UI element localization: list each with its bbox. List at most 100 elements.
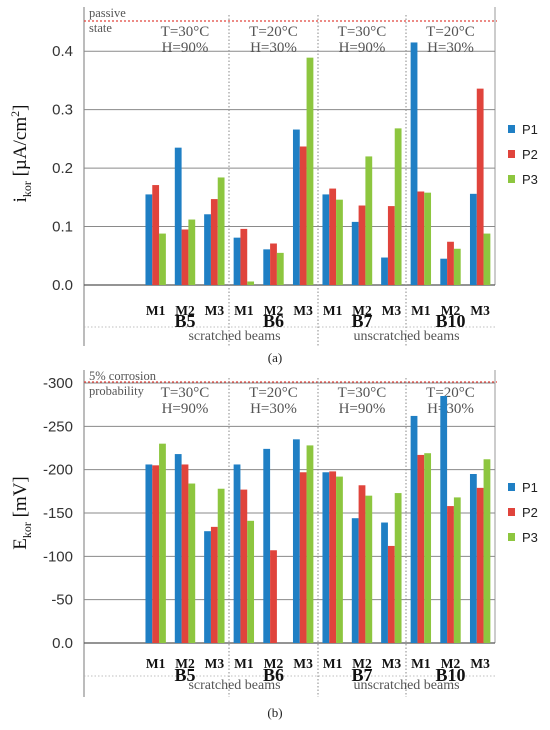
bar-B6-M3-P3 — [306, 57, 314, 286]
condition-label: T=30°C — [338, 385, 387, 401]
bar-B7-M3-P3 — [394, 128, 402, 285]
bar-B7-M2-P3 — [365, 495, 373, 643]
bar-B6-M2-P1 — [263, 448, 271, 643]
y-tick-label: -150 — [43, 505, 73, 522]
group-label: B10 — [435, 665, 465, 685]
x-tick-label: M1 — [323, 656, 343, 671]
condition-label: T=30°C — [161, 385, 210, 401]
legend-label-P1: P1 — [522, 122, 538, 137]
condition-label: T=20°C — [249, 385, 298, 401]
legend-swatch-P2 — [508, 150, 515, 158]
bar-B5-M1-P1 — [145, 464, 153, 643]
condition-label: H=30% — [427, 401, 474, 417]
x-tick-label: M3 — [470, 303, 490, 318]
x-tick-label: M2 — [441, 656, 461, 671]
group-label: B7 — [351, 311, 372, 331]
x-tick-label: M2 — [175, 656, 195, 671]
legend-swatch-P1 — [508, 125, 515, 133]
legend-label-P1: P1 — [522, 480, 538, 495]
legend-label-P3: P3 — [522, 172, 538, 187]
bar-B10-M3-P1 — [469, 193, 477, 285]
condition-label: H=90% — [162, 40, 209, 56]
x-tick-label: M1 — [411, 656, 431, 671]
bar-B10-M1-P2 — [417, 191, 425, 285]
group-label: B6 — [263, 311, 284, 331]
x-tick-label: M1 — [234, 303, 254, 318]
bar-B10-M1-P2 — [417, 454, 425, 643]
bar-B6-M1-P1 — [233, 237, 241, 285]
bar-B10-M3-P2 — [476, 487, 484, 643]
group-label: B6 — [263, 665, 284, 685]
condition-label: H=90% — [339, 40, 386, 56]
bar-B6-M3-P1 — [292, 129, 300, 285]
x-tick-label: M1 — [411, 303, 431, 318]
bar-B6-M1-P2 — [240, 228, 248, 285]
bar-B7-M2-P1 — [351, 518, 359, 643]
condition-label: H=30% — [250, 401, 297, 417]
y-tick-label: 0.4 — [52, 43, 73, 60]
class-label: unscratched beams — [353, 678, 459, 693]
bar-B7-M3-P1 — [381, 257, 388, 285]
class-label: scratched beams — [188, 329, 280, 344]
bar-B6-M1-P1 — [233, 464, 241, 643]
bar-B5-M3-P3 — [217, 177, 225, 285]
bar-B5-M3-P2 — [210, 526, 218, 643]
x-tick-label: M3 — [382, 303, 402, 318]
bar-B6-M2-P1 — [263, 249, 271, 285]
bar-B5-M1-P3 — [159, 443, 166, 643]
x-tick-label: M2 — [264, 303, 284, 318]
bar-B5-M2-P2 — [181, 229, 189, 285]
bar-B7-M2-P1 — [351, 221, 359, 285]
x-tick-label: M2 — [352, 303, 372, 318]
x-tick-label: M3 — [470, 656, 490, 671]
x-tick-label: M1 — [146, 656, 166, 671]
bar-B10-M2-P3 — [453, 497, 461, 643]
threshold-label: passive — [89, 6, 126, 20]
bar-B7-M1-P3 — [336, 199, 343, 285]
legend-label-P2: P2 — [522, 147, 538, 162]
bar-B5-M1-P2 — [152, 185, 160, 285]
bar-B10-M1-P1 — [410, 415, 418, 643]
group-label: B10 — [435, 311, 465, 331]
y-tick-label: 0.0 — [52, 635, 73, 652]
bar-B10-M2-P2 — [447, 506, 454, 643]
bar-B5-M1-P1 — [145, 194, 153, 285]
x-tick-label: M3 — [205, 656, 225, 671]
bar-B10-M3-P3 — [483, 459, 491, 643]
bar-B7-M2-P3 — [365, 156, 373, 285]
bar-B7-M1-P2 — [329, 471, 337, 643]
y-tick-label: 0.2 — [52, 160, 73, 177]
bar-B6-M3-P2 — [299, 146, 307, 285]
bar-B6-M2-P2 — [270, 550, 277, 643]
legend-swatch-P1 — [508, 483, 515, 491]
condition-label: T=30°C — [161, 24, 210, 40]
condition-label: T=20°C — [249, 24, 298, 40]
bar-B7-M1-P2 — [329, 188, 337, 285]
bar-B6-M3-P3 — [306, 445, 314, 643]
bar-B5-M3-P3 — [217, 488, 225, 643]
group-label: B7 — [351, 665, 372, 685]
x-tick-label: M1 — [234, 656, 254, 671]
x-tick-label: M2 — [175, 303, 195, 318]
bar-B7-M2-P2 — [358, 205, 366, 285]
bar-B7-M2-P2 — [358, 485, 366, 643]
condition-label: H=90% — [162, 401, 209, 417]
bar-B10-M3-P1 — [469, 474, 477, 643]
bar-B7-M1-P3 — [336, 476, 343, 643]
x-tick-label: M3 — [293, 303, 313, 318]
bar-B6-M2-P3 — [276, 252, 284, 285]
x-tick-label: M3 — [205, 303, 225, 318]
bar-B5-M2-P1 — [174, 454, 182, 643]
y-axis-label: Ekor [mV] — [10, 476, 34, 550]
x-tick-label: M3 — [293, 656, 313, 671]
x-tick-label: M2 — [352, 656, 372, 671]
bar-B5-M2-P3 — [188, 483, 196, 643]
bar-B7-M1-P1 — [322, 194, 330, 285]
bar-B7-M3-P2 — [387, 545, 395, 643]
bar-B7-M3-P1 — [381, 522, 388, 643]
class-label: scratched beams — [188, 678, 280, 693]
bar-B5-M2-P1 — [174, 147, 182, 285]
bar-B6-M3-P1 — [292, 439, 300, 643]
